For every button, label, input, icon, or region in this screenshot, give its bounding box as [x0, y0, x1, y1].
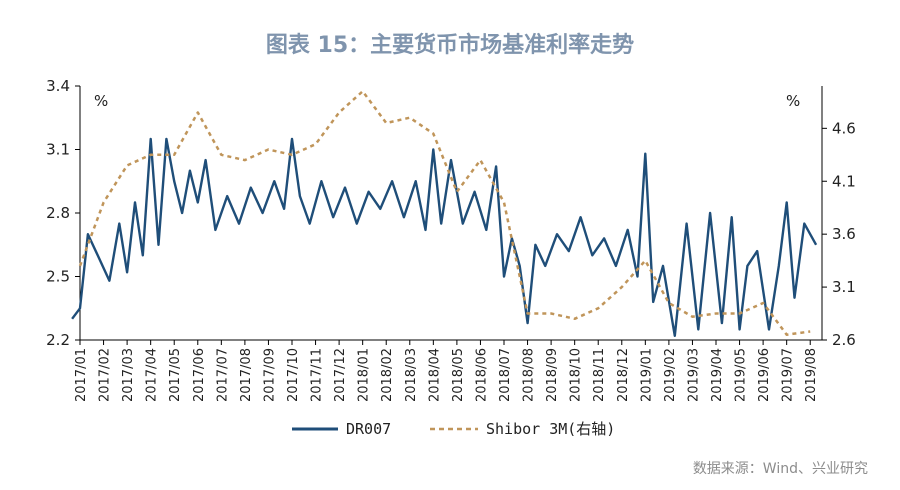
x-tick-label: 2018/02 [380, 348, 395, 402]
x-tick-label: 2018/06 [474, 348, 489, 402]
chart-ticks: 2.2 2.5 2.8 3.1 3.4 2.6 3.1 3.6 4.1 4.6 2017/01 201… [46, 77, 856, 402]
x-tick-label: 2017/10 [286, 348, 301, 402]
x-tick-label: 2018/09 [545, 348, 560, 402]
x-tick-label: 2018/08 [522, 348, 537, 402]
x-tick-label: 2018/01 [357, 348, 372, 402]
x-tick-label: 2017/11 [310, 348, 325, 402]
y-right-tick-label: 3.1 [832, 278, 856, 296]
data-source: 数据来源：Wind、兴业研究 [692, 461, 868, 477]
x-tick-label: 2017/05 [168, 348, 183, 402]
y-right-tick-label: 4.1 [832, 172, 856, 190]
x-tick-label: 2018/12 [616, 348, 631, 402]
x-tick-label: 2017/08 [239, 348, 254, 402]
chart-lines [71, 90, 818, 337]
x-tick-label: 2017/09 [262, 348, 277, 402]
x-tick-label: 2019/07 [781, 348, 796, 402]
x-tick-label: 2017/02 [98, 348, 113, 402]
x-tick-label: 2019/08 [804, 348, 819, 402]
x-tick-label: 2017/12 [333, 348, 348, 402]
x-tick-label: 2018/03 [404, 348, 419, 402]
x-tick-label: 2018/05 [451, 348, 466, 402]
y-left-tick-label: 2.8 [46, 204, 70, 222]
y-right-tick-label: 4.6 [832, 119, 856, 137]
x-tick-label: 2018/07 [498, 348, 513, 402]
legend-dr007-label: DR007 [346, 420, 391, 438]
x-tick-label: 2018/04 [427, 348, 442, 402]
x-tick-label: 2017/04 [145, 348, 160, 402]
y-left-tick-label: 2.5 [46, 268, 70, 286]
x-tick-label: 2017/03 [121, 348, 136, 402]
x-tick-label: 2019/04 [710, 348, 725, 402]
x-tick-label: 2018/11 [592, 348, 607, 402]
left-axis-unit: % [94, 92, 108, 110]
x-tick-label: 2019/06 [757, 348, 772, 402]
y-left-tick-label: 3.4 [46, 77, 70, 95]
y-right-tick-label: 2.6 [832, 331, 856, 349]
x-tick-label: 2019/02 [663, 348, 678, 402]
x-tick-label: 2017/07 [215, 348, 230, 402]
right-axis-unit: % [786, 92, 800, 110]
x-tick-label: 2019/01 [639, 348, 654, 402]
legend-shibor-label: Shibor 3M(右轴) [486, 420, 615, 438]
dr007-series-line [71, 137, 818, 337]
x-tick-label: 2017/01 [74, 348, 89, 402]
x-tick-label: 2017/06 [192, 348, 207, 402]
x-tick-label: 2019/03 [686, 348, 701, 402]
x-tick-label: 2018/10 [569, 348, 584, 402]
chart-legend: DR007 Shibor 3M(右轴) [292, 420, 615, 438]
shibor-3m-series-line [78, 90, 811, 336]
chart-title: 图表 15：主要货币市场基准利率走势 [265, 33, 635, 58]
y-left-tick-label: 2.2 [46, 331, 70, 349]
y-right-tick-label: 3.6 [832, 225, 856, 243]
y-left-tick-label: 3.1 [46, 141, 70, 159]
x-tick-label: 2019/05 [734, 348, 749, 402]
